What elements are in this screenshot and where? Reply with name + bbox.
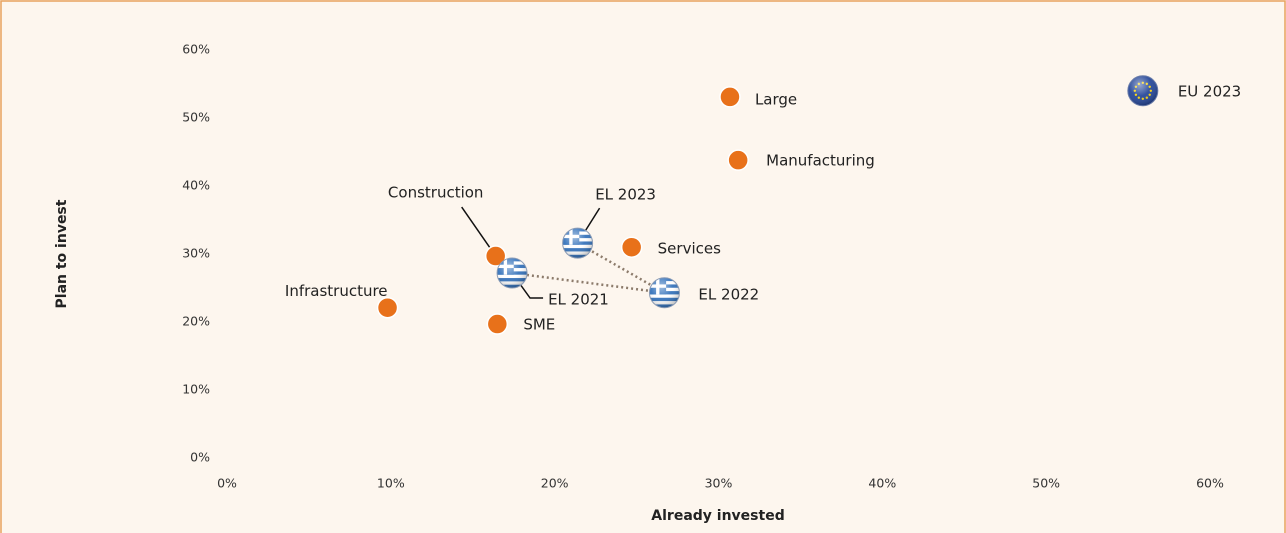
y-tick-label: 50% xyxy=(182,110,210,125)
point-label: Construction xyxy=(388,184,484,202)
x-axis-label: Already invested xyxy=(651,508,784,524)
y-tick-label: 0% xyxy=(190,450,210,465)
x-tick-label: 60% xyxy=(1196,476,1224,491)
point-label: Manufacturing xyxy=(766,152,875,170)
gloss xyxy=(496,257,528,289)
x-tick-label: 0% xyxy=(217,476,237,491)
point-label: EU 2023 xyxy=(1178,82,1241,100)
y-tick-label: 40% xyxy=(182,178,210,193)
point-label: EL 2021 xyxy=(548,291,609,309)
connector-line xyxy=(511,242,666,294)
point-label: Services xyxy=(658,240,721,258)
x-tick-label: 50% xyxy=(1032,476,1060,491)
gloss xyxy=(648,277,680,309)
y-tick-label: 20% xyxy=(182,314,210,329)
flag-point xyxy=(648,277,680,309)
point xyxy=(484,245,507,267)
y-tick-label: 60% xyxy=(182,42,210,57)
x-tick-label: 10% xyxy=(377,476,405,491)
gloss xyxy=(1127,75,1159,107)
flag-point xyxy=(562,227,594,259)
y-axis-label: Plan to invest xyxy=(54,199,70,308)
point-label: EL 2023 xyxy=(595,186,656,204)
x-tick-label: 20% xyxy=(541,476,569,491)
x-tick-label: 30% xyxy=(705,476,733,491)
point-label: Infrastructure xyxy=(285,282,388,300)
y-tick-label: 30% xyxy=(182,246,210,261)
point-label: SME xyxy=(523,316,555,334)
flag-point xyxy=(496,257,528,289)
y-tick-label: 10% xyxy=(182,382,210,397)
point xyxy=(620,236,643,258)
point xyxy=(376,296,399,319)
x-tick-label: 40% xyxy=(868,476,896,491)
point-label: EL 2022 xyxy=(698,285,759,303)
point xyxy=(727,149,749,171)
point-label: Large xyxy=(755,90,797,108)
point xyxy=(719,86,741,108)
gloss xyxy=(562,227,594,259)
flag-point xyxy=(1127,75,1159,107)
point xyxy=(486,313,509,335)
